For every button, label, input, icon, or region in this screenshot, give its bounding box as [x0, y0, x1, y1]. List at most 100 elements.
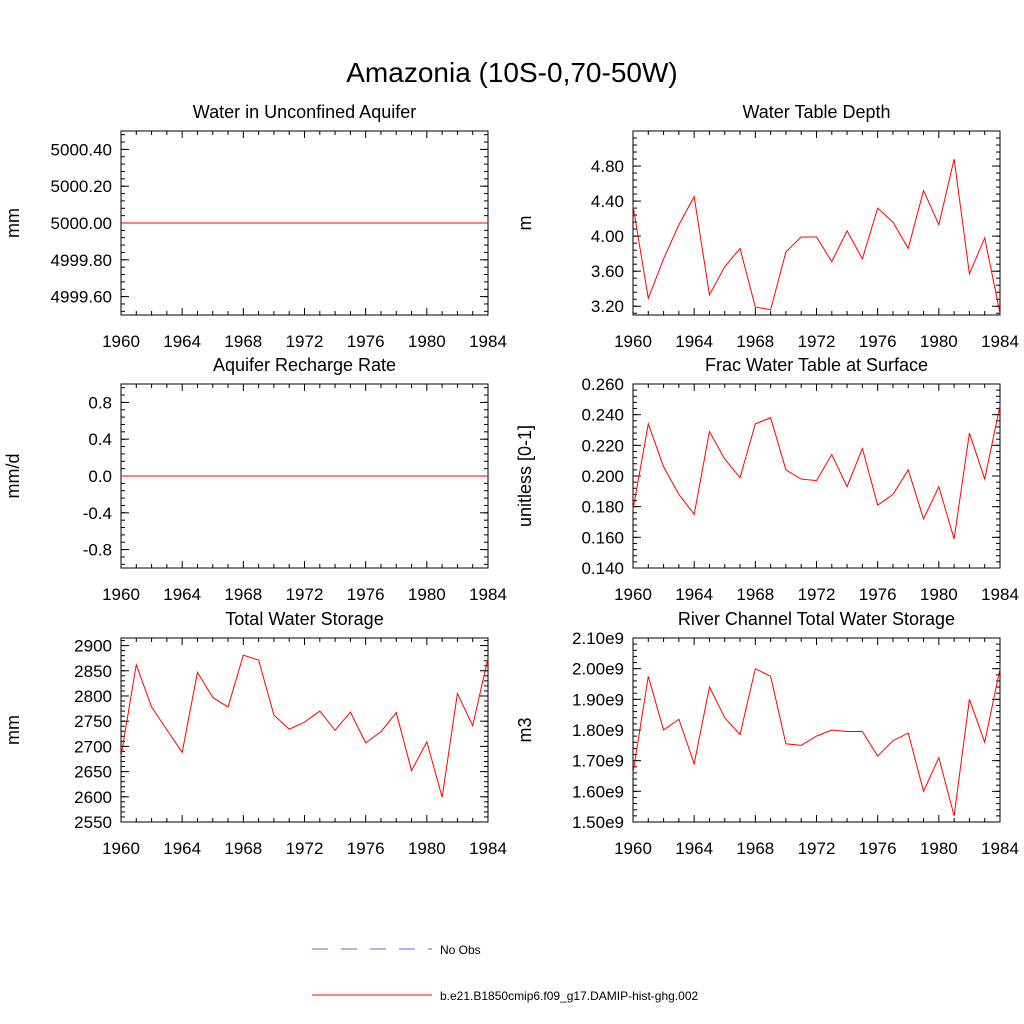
- x-tick-label-4-1: 1964: [163, 839, 201, 858]
- x-tick-label-2-0: 1960: [102, 585, 140, 604]
- x-tick-label-3-0: 1960: [614, 585, 652, 604]
- y-tick-label-5-6: 2.10e9: [572, 629, 624, 648]
- y-tick-label-5-0: 1.50e9: [572, 813, 624, 832]
- x-tick-label-2-2: 1968: [224, 585, 262, 604]
- x-tick-label-5-3: 1972: [798, 839, 836, 858]
- y-tick-label-0-0: 4999.60: [51, 288, 112, 307]
- x-tick-label-1-6: 1984: [981, 332, 1019, 351]
- y-tick-label-0-2: 5000.00: [51, 214, 112, 233]
- x-tick-label-1-0: 1960: [614, 332, 652, 351]
- plot-frame-1: [632, 130, 1001, 316]
- y-tick-label-2-2: 0.0: [88, 467, 112, 486]
- x-tick-label-0-5: 1980: [408, 332, 446, 351]
- y-tick-label-3-4: 0.220: [581, 436, 624, 455]
- y-tick-label-4-0: 2550: [74, 813, 112, 832]
- x-tick-label-0-0: 1960: [102, 332, 140, 351]
- y-tick-label-3-1: 0.160: [581, 528, 624, 547]
- x-tick-label-1-2: 1968: [736, 332, 774, 351]
- series-line-5-0: [632, 667, 1001, 816]
- y-tick-label-1-1: 3.60: [591, 262, 624, 281]
- y-tick-label-5-2: 1.70e9: [572, 752, 624, 771]
- series-line-3-0: [632, 405, 1001, 540]
- x-tick-label-4-3: 1972: [286, 839, 324, 858]
- x-tick-label-0-2: 1968: [224, 332, 262, 351]
- chart-panel-5: River Channel Total Water Storage m3 1960 1…: [515, 609, 1019, 858]
- x-tick-label-2-3: 1972: [286, 585, 324, 604]
- y-tick-label-2-3: 0.4: [88, 430, 112, 449]
- x-tick-label-4-5: 1980: [408, 839, 446, 858]
- plot-frame-3: [632, 383, 1001, 569]
- y-axis-label-4: mm: [3, 715, 23, 745]
- chart-panels: Water in Unconfined Aquifer mm 1960 1964 196…: [3, 102, 1019, 858]
- y-tick-label-4-3: 2700: [74, 737, 112, 756]
- legend: No Obs b.e21.B1850cmip6.f09_g17.DAMIP-hi…: [312, 943, 698, 1003]
- legend-label-model: b.e21.B1850cmip6.f09_g17.DAMIP-hist-ghg.…: [440, 989, 698, 1003]
- x-tick-label-2-6: 1984: [469, 585, 507, 604]
- x-tick-label-5-0: 1960: [614, 839, 652, 858]
- plot-frame-5: [632, 637, 1001, 823]
- chart-panel-4: Total Water Storage mm 1960 1964 1968 1972 197…: [3, 609, 507, 858]
- x-tick-label-3-2: 1968: [736, 585, 774, 604]
- y-tick-label-3-6: 0.260: [581, 375, 624, 394]
- y-axis-label-1: m: [515, 216, 535, 231]
- y-tick-label-0-1: 4999.80: [51, 251, 112, 270]
- y-tick-label-5-4: 1.90e9: [572, 690, 624, 709]
- legend-label-no-obs: No Obs: [440, 943, 481, 957]
- y-axis-label-5: m3: [515, 717, 535, 742]
- x-tick-label-1-4: 1976: [859, 332, 897, 351]
- x-tick-label-4-0: 1960: [102, 839, 140, 858]
- y-tick-label-5-3: 1.80e9: [572, 721, 624, 740]
- y-tick-label-1-3: 4.40: [591, 192, 624, 211]
- x-tick-label-5-5: 1980: [920, 839, 958, 858]
- x-tick-label-0-3: 1972: [286, 332, 324, 351]
- chart-title-2: Aquifer Recharge Rate: [213, 355, 396, 375]
- y-tick-label-2-1: -0.4: [83, 504, 112, 523]
- y-tick-label-4-2: 2650: [74, 763, 112, 782]
- y-tick-label-4-7: 2900: [74, 637, 112, 656]
- chart-title-4: Total Water Storage: [225, 609, 383, 629]
- chart-panel-0: Water in Unconfined Aquifer mm 1960 1964 196…: [3, 102, 507, 351]
- series-line-4-0: [120, 654, 489, 798]
- x-tick-label-3-5: 1980: [920, 585, 958, 604]
- y-tick-label-3-3: 0.200: [581, 467, 624, 486]
- y-tick-label-5-1: 1.60e9: [572, 782, 624, 801]
- x-tick-label-2-1: 1964: [163, 585, 201, 604]
- x-tick-label-1-5: 1980: [920, 332, 958, 351]
- chart-panel-3: Frac Water Table at Surface unitless [0-1…: [515, 355, 1019, 604]
- chart-title-3: Frac Water Table at Surface: [705, 355, 928, 375]
- chart-panel-1: Water Table Depth m 1960 1964 1968 1972 1976 19…: [515, 102, 1019, 351]
- x-tick-label-5-2: 1968: [736, 839, 774, 858]
- x-tick-label-1-1: 1964: [675, 332, 713, 351]
- plot-frame-4: [120, 637, 489, 823]
- x-tick-label-2-4: 1976: [347, 585, 385, 604]
- y-axis-label-3: unitless [0-1]: [515, 425, 535, 527]
- chart-title-0: Water in Unconfined Aquifer: [193, 102, 416, 122]
- y-tick-label-4-6: 2850: [74, 662, 112, 681]
- x-tick-label-0-6: 1984: [469, 332, 507, 351]
- y-tick-label-1-0: 3.20: [591, 297, 624, 316]
- y-tick-label-3-5: 0.240: [581, 406, 624, 425]
- x-tick-label-5-1: 1964: [675, 839, 713, 858]
- y-tick-label-3-2: 0.180: [581, 498, 624, 517]
- y-tick-label-2-0: -0.8: [83, 541, 112, 560]
- x-tick-label-4-4: 1976: [347, 839, 385, 858]
- y-tick-label-1-2: 4.00: [591, 227, 624, 246]
- x-tick-label-5-6: 1984: [981, 839, 1019, 858]
- x-tick-label-0-1: 1964: [163, 332, 201, 351]
- chart-panel-2: Aquifer Recharge Rate mm/d 1960 1964 1968 197…: [3, 355, 507, 604]
- y-axis-label-2: mm/d: [3, 454, 23, 499]
- x-tick-label-5-4: 1976: [859, 839, 897, 858]
- x-tick-label-4-6: 1984: [469, 839, 507, 858]
- y-tick-label-3-0: 0.140: [581, 559, 624, 578]
- y-tick-label-0-4: 5000.40: [51, 140, 112, 159]
- x-tick-label-0-4: 1976: [347, 332, 385, 351]
- y-tick-label-4-4: 2750: [74, 712, 112, 731]
- x-tick-label-3-3: 1972: [798, 585, 836, 604]
- y-tick-label-4-1: 2600: [74, 788, 112, 807]
- x-tick-label-3-6: 1984: [981, 585, 1019, 604]
- y-tick-label-4-5: 2800: [74, 687, 112, 706]
- y-tick-label-1-4: 4.80: [591, 157, 624, 176]
- chart-title-5: River Channel Total Water Storage: [678, 609, 955, 629]
- x-tick-label-4-2: 1968: [224, 839, 262, 858]
